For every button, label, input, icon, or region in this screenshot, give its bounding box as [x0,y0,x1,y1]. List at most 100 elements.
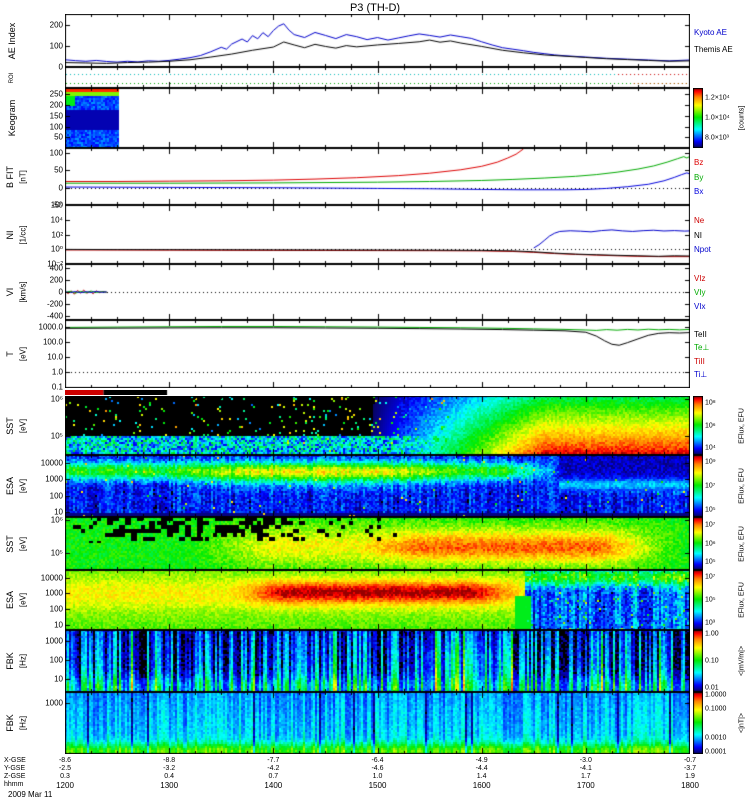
y-tick-label: 10 [54,620,63,630]
time-tick-label: 1600 [472,781,491,790]
time-tick-label: 1800 [681,781,699,790]
esa_e-plot-canvas [65,455,690,517]
bfit-plot-canvas [65,148,690,205]
vi-plot-canvas [65,264,690,320]
trace-label: VIy [694,288,706,297]
y-tick-label: -50 [51,200,63,210]
eph-value: 1.7 [580,773,591,780]
eph-value: -0.7 [683,757,697,764]
trace-label: By [694,172,704,182]
time-tick-label: 1500 [368,781,387,790]
y-tick-label: 10⁻² [47,259,63,269]
eph-value: -4.1 [579,765,592,772]
time-row-label: hhmm [4,781,24,788]
colorbar-unit-label: <|nT|> [738,713,746,733]
y-tick-label: 10000 [40,573,63,583]
colorbar-tick-label: 0.0010 [705,734,727,742]
colorbar-tick-label: 10⁹ [705,458,716,466]
y-tick-label: 100 [49,148,63,158]
panel-ylabel: Keogram [7,99,17,137]
panel-yunit: [Hz] [18,715,28,731]
colorbar-tick-label: 10⁵ [705,506,716,514]
colorbar-unit-label: EFlux, EFU [738,582,746,618]
y-tick-label: 10⁶ [50,200,63,210]
y-tick-label: 1000 [45,588,63,598]
time-tick-label: 1400 [264,781,283,790]
eph-row-label: Z-GSE [4,773,26,780]
trace-label: Kyoto AE [694,27,727,37]
colorbar-unit-label: [counts] [738,105,746,131]
panel-ylabel: AE Index [7,22,17,59]
flags-plot-canvas [65,390,690,395]
colorbar-unit-label: EFlux, EFU [738,468,746,504]
colorbar-tick-label: 0.01 [705,684,719,692]
eph-row-label: X-GSE [4,757,26,764]
colorbar-tick-label: 0.1000 [705,705,727,713]
colorbar-tick-label: 1.2×10⁴ [705,94,730,102]
fbk_e-colorbar [693,630,703,692]
colorbar-tick-label: 10⁷ [705,482,716,490]
time-tick-label: 1300 [160,781,179,790]
y-tick-label: 10.0 [47,352,63,362]
sst_i-colorbar [693,517,703,570]
y-tick-label: 1000.0 [38,322,63,332]
y-tick-label: 1000 [45,698,63,708]
y-tick-label: 100 [49,491,63,501]
colorbar-tick-label: 10⁶ [705,540,716,547]
y-tick-label: 1000 [45,636,63,646]
page-title: P3 (TH-D) [349,2,401,14]
trace-label: Bz [694,158,704,168]
eph-value: -3.2 [163,765,176,772]
y-tick-label: 50 [54,132,63,142]
trace-label: Te⊥ [694,343,710,353]
y-tick-label: 100 [49,604,63,614]
colorbar-unit-label: <|mV/m|> [738,645,746,677]
fbk_b-plot-canvas [65,692,690,754]
ni-plot-canvas [65,205,690,264]
y-tick-label: 400 [49,263,63,273]
y-tick-label: 10⁶ [50,515,63,525]
esa_i-colorbar [693,570,703,630]
y-tick-label: 10⁰ [50,244,63,254]
colorbar-unit-label: EFlux, EFU [738,525,746,562]
eph-value: 1.0 [372,773,383,780]
panel-ylabel: ESA [5,590,15,610]
y-tick-label: 0 [58,287,63,297]
colorbar-tick-label: 1.00 [705,630,719,638]
eph-value: -7.7 [267,757,280,764]
colorbar-tick-label: 0.10 [705,657,719,665]
colorbar-tick-label: 10⁵ [705,558,716,566]
y-tick-label: 100 [49,41,63,51]
sst_i-plot-canvas [65,517,690,570]
y-tick-label: 150 [49,111,63,121]
y-tick-label: 10⁴ [50,215,63,225]
colorbar-tick-label: 10³ [705,619,716,627]
trace-label: Npot [694,245,711,255]
colorbar-tick-label: 10⁴ [705,444,716,452]
panel-ylabel: T [5,351,15,357]
trace-label: VIx [694,302,706,311]
colorbar-tick-label: 1.0000 [705,691,727,699]
y-tick-label: 0 [58,62,63,72]
colorbar-tick-label: 1.0×10⁴ [705,114,730,122]
colorbar-unit-label: EFlux, EFU [738,407,746,444]
y-tick-label: 100 [49,655,63,665]
y-tick-label: 200 [49,275,63,285]
y-tick-label: 10000 [40,458,63,468]
sst_e-colorbar [693,396,703,455]
time-tick-label: 1200 [56,781,74,790]
panel-ylabel: ROI [9,72,15,83]
y-tick-label: 1000 [45,474,63,484]
eph-value: -4.9 [475,757,488,764]
sst_e-plot-canvas [65,396,690,455]
eph-value: -8.8 [163,757,176,764]
eph-value: -3.0 [579,757,592,764]
colorbar-tick-label: 10⁵ [705,596,716,604]
time-tick-label: 1700 [576,781,595,790]
eph-value: -8.6 [58,757,72,764]
fbk_b-colorbar [693,692,703,754]
eph-value: -3.7 [683,765,697,772]
panel-ylabel: B FIT [5,165,15,188]
colorbar-tick-label: 10⁷ [705,521,716,529]
